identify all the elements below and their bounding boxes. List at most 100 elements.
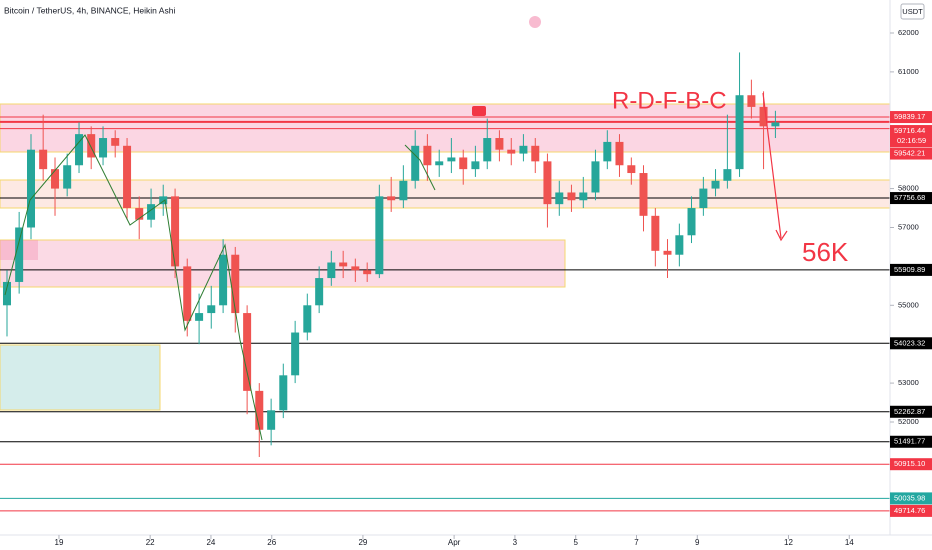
wave-drawing [404, 144, 436, 191]
candle-body [435, 161, 444, 166]
level-label-box [890, 125, 932, 148]
candle-body [2, 281, 11, 306]
candle-body [639, 173, 648, 216]
arrow-head [775, 229, 788, 242]
x-tick-label: 3 [513, 538, 518, 547]
level-label: 55909.89 [894, 265, 925, 274]
level-label-box [890, 435, 932, 448]
candle-body [267, 410, 276, 430]
candle-body [495, 138, 504, 150]
level-label: 59839.17 [894, 112, 925, 121]
candle-body [111, 138, 120, 146]
candle-body [543, 161, 552, 205]
candle-body [663, 250, 672, 255]
candle-body [27, 149, 36, 228]
zones [0, 103, 891, 411]
candle-body [303, 305, 312, 333]
level-label-box [890, 192, 932, 205]
level-label: 59542.21 [894, 149, 925, 158]
demand-zone [0, 344, 161, 411]
currency: USDT [902, 7, 923, 16]
candle-body [735, 95, 744, 170]
mid-zone [0, 179, 891, 209]
marker [529, 16, 541, 28]
currency-box [900, 3, 925, 20]
level-label: 59716.44 [894, 126, 925, 135]
annotation: 56K [802, 237, 849, 267]
level-label: 50915.10 [894, 459, 925, 468]
countdown: 02:16:59 [897, 136, 926, 145]
candle-body [87, 134, 96, 158]
candle-body [123, 145, 132, 209]
candle-body [339, 262, 348, 267]
candle-body [231, 254, 240, 314]
level-label-box [890, 111, 932, 124]
candle-body [687, 208, 696, 236]
x-tick-label: 19 [55, 538, 64, 547]
candle-body [291, 332, 300, 376]
level-label-box [890, 504, 932, 517]
resistance-zone [0, 103, 891, 153]
candle-body [171, 196, 180, 267]
candle-body [447, 157, 456, 162]
candle-body [207, 305, 216, 314]
candle-body [555, 192, 564, 205]
candle-body [471, 161, 480, 170]
level-label: 49714.76 [894, 506, 925, 515]
candle-body [99, 138, 108, 158]
x-tick-label: 7 [634, 538, 639, 547]
candle-body [327, 262, 336, 279]
level-label-box [890, 147, 932, 160]
x-tick-label: 29 [358, 538, 367, 547]
x-tick-label: 12 [784, 538, 793, 547]
x-tick-label: 14 [845, 538, 854, 547]
y-tick-label: 58000 [898, 184, 919, 193]
level-label: 51491.77 [894, 437, 925, 446]
candle-body [627, 165, 636, 174]
candle-body [519, 145, 528, 154]
candle-body [255, 390, 264, 430]
candle-body [591, 161, 600, 193]
support-zone [0, 239, 566, 288]
candle-body [579, 192, 588, 201]
candle-body [315, 278, 324, 306]
candle-body [63, 165, 72, 189]
candle-body [411, 145, 420, 181]
axis: 52000 53000 55000 57000 58000 61000 62000 19 22 2… [55, 28, 932, 547]
candle-body [51, 169, 60, 189]
candle-body [711, 180, 720, 189]
candle-body [459, 157, 468, 170]
candle-body [243, 313, 252, 391]
arrow [762, 92, 782, 239]
candle-body [651, 215, 660, 251]
level-label: 54023.32 [894, 338, 925, 347]
candle-body [759, 106, 768, 127]
y-tick-label: 57000 [898, 222, 919, 231]
candle-body [135, 208, 144, 220]
y-tick-label: 61000 [898, 67, 919, 76]
candle-body [531, 145, 540, 162]
x-tick-label: 22 [146, 538, 155, 547]
candle-body [399, 180, 408, 201]
candle-body [771, 122, 780, 127]
x-tick-label: 26 [267, 538, 276, 547]
candle-body [15, 227, 24, 282]
level-label: 52262.87 [894, 407, 925, 416]
y-tick-label: 52000 [898, 417, 919, 426]
candle-body [723, 169, 732, 181]
x-tick-label: 9 [695, 538, 700, 547]
candle-body [567, 192, 576, 201]
candle-body [183, 266, 192, 321]
candle-body [75, 134, 84, 166]
level-label-box [890, 492, 932, 505]
candle-body [351, 266, 360, 271]
candle-body [507, 149, 516, 154]
level-label: 57756.68 [894, 193, 925, 202]
candle-body [195, 313, 204, 321]
candle-body [423, 145, 432, 166]
candle-body [699, 188, 708, 209]
levels [0, 116, 890, 512]
candle-body [483, 138, 492, 162]
icon [472, 106, 486, 116]
